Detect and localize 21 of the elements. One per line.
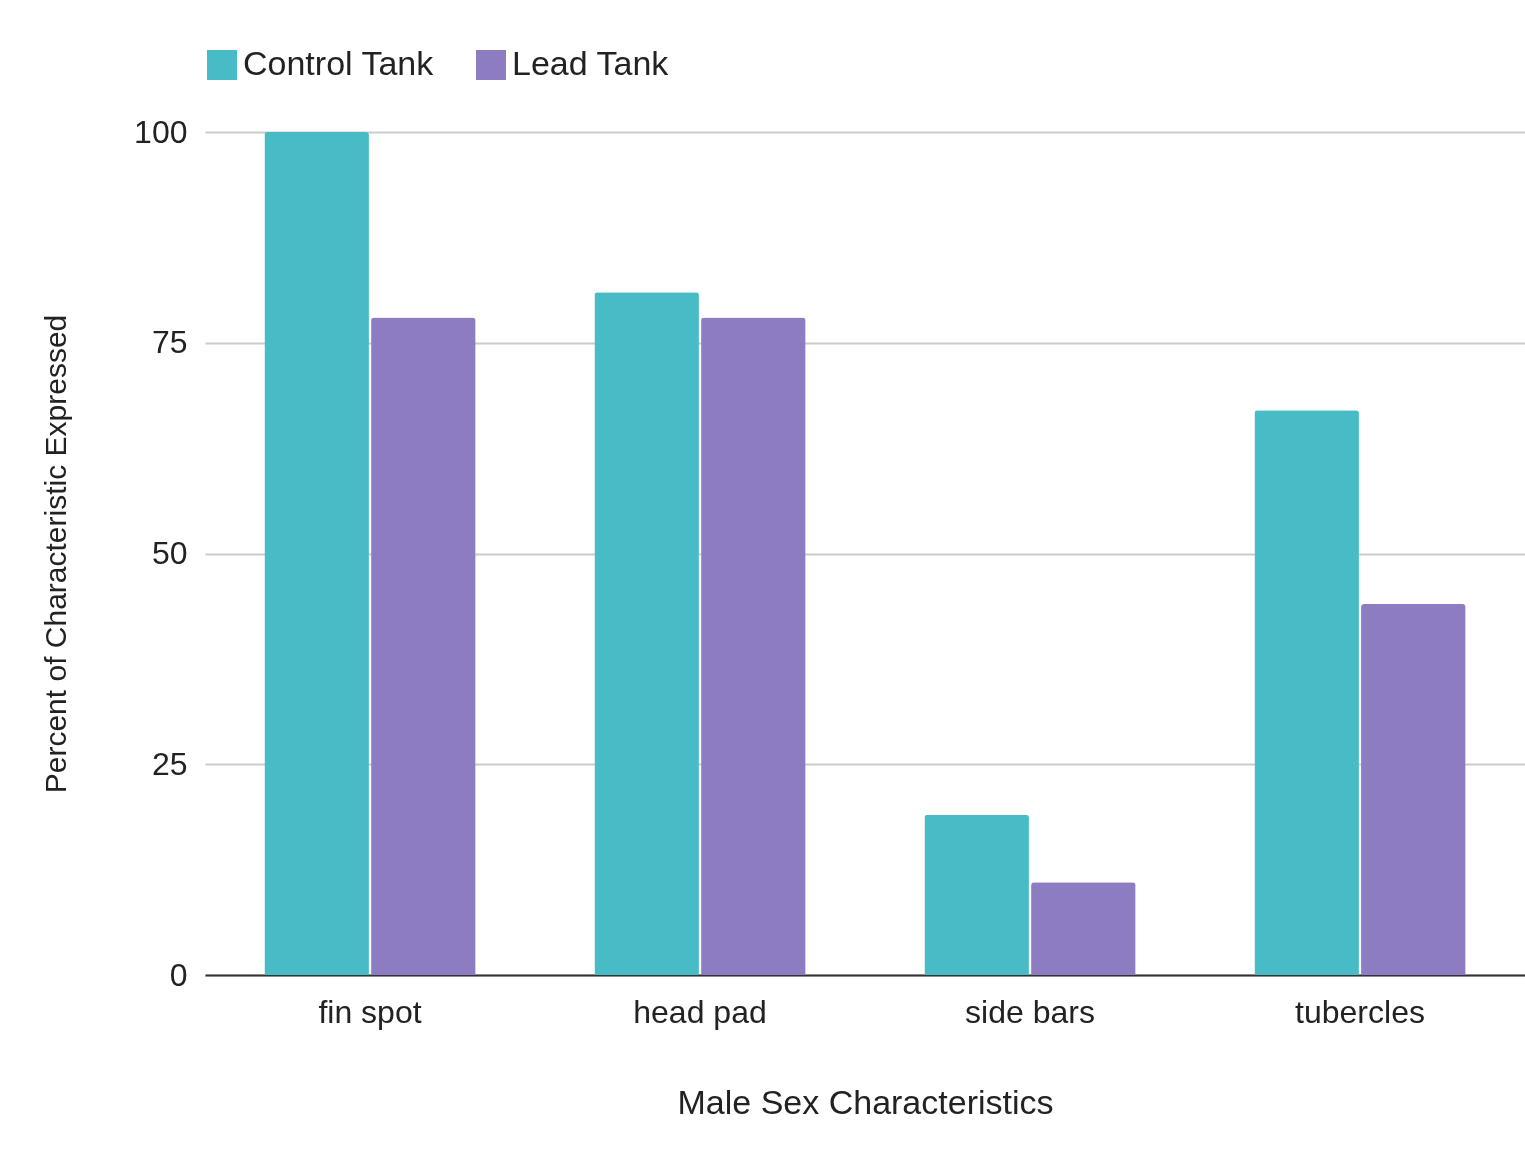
y-tick-label: 50 [151,535,188,571]
x-tick-label: head pad [633,993,767,1030]
bar [1254,410,1359,975]
y-tick-label: 100 [134,113,188,150]
bar [701,317,806,975]
bar [594,292,699,975]
y-tick-label: 75 [151,324,188,361]
x-tick-label: tubercles [1295,993,1425,1030]
x-axis-title: Male Sex Characteristics [677,1082,1054,1121]
bar [264,132,369,975]
y-tick-label: 25 [151,745,188,782]
y-axis-title: Percent of Characteristic Expressed [39,314,73,794]
bar [924,814,1029,975]
bar [1031,882,1136,975]
legend-label: Lead Tank [512,44,670,82]
bar [1361,604,1466,975]
bar [371,317,476,975]
y-tick-label: 0 [169,956,188,993]
x-tick-label: fin spot [318,993,422,1030]
legend-label: Control Tank [243,44,435,82]
x-tick-label: side bars [965,993,1095,1030]
